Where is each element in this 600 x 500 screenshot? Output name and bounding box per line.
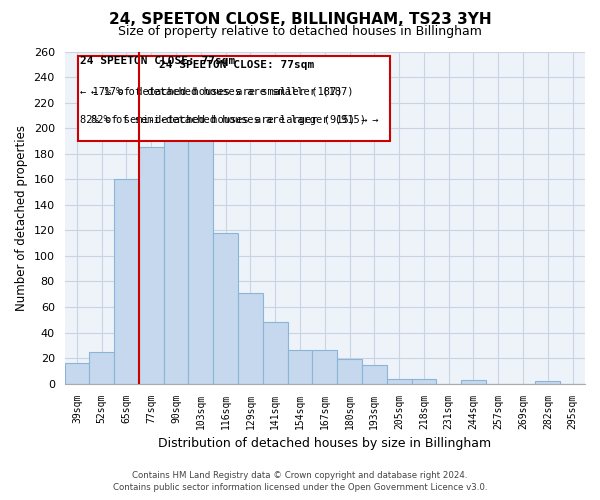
Bar bbox=[263, 322, 287, 384]
Text: 24 SPEETON CLOSE: 77sqm: 24 SPEETON CLOSE: 77sqm bbox=[80, 56, 235, 66]
Bar bbox=[164, 116, 188, 384]
Bar bbox=[139, 148, 164, 384]
Bar bbox=[412, 378, 436, 384]
Text: 82% of semi-detached houses are larger (915) →: 82% of semi-detached houses are larger (… bbox=[91, 114, 378, 124]
FancyBboxPatch shape bbox=[77, 56, 390, 141]
Bar bbox=[337, 360, 362, 384]
Text: 24 SPEETON CLOSE: 77sqm: 24 SPEETON CLOSE: 77sqm bbox=[158, 60, 314, 70]
Bar bbox=[188, 109, 213, 384]
Text: Size of property relative to detached houses in Billingham: Size of property relative to detached ho… bbox=[118, 25, 482, 38]
Text: 82% of semi-detached houses are larger (915) →: 82% of semi-detached houses are larger (… bbox=[80, 114, 368, 124]
Bar bbox=[313, 350, 337, 384]
Bar bbox=[287, 350, 313, 384]
Bar bbox=[65, 364, 89, 384]
Text: Contains HM Land Registry data © Crown copyright and database right 2024.
Contai: Contains HM Land Registry data © Crown c… bbox=[113, 471, 487, 492]
Text: ← 17% of detached houses are smaller (187): ← 17% of detached houses are smaller (18… bbox=[91, 86, 353, 97]
Bar bbox=[387, 378, 412, 384]
Bar bbox=[535, 381, 560, 384]
Text: ← 17% of detached houses are smaller (187): ← 17% of detached houses are smaller (18… bbox=[80, 86, 343, 97]
Bar bbox=[238, 293, 263, 384]
Y-axis label: Number of detached properties: Number of detached properties bbox=[15, 124, 28, 310]
Bar bbox=[362, 364, 387, 384]
Bar bbox=[461, 380, 486, 384]
Bar bbox=[89, 352, 114, 384]
Text: 24, SPEETON CLOSE, BILLINGHAM, TS23 3YH: 24, SPEETON CLOSE, BILLINGHAM, TS23 3YH bbox=[109, 12, 491, 28]
Bar bbox=[213, 233, 238, 384]
X-axis label: Distribution of detached houses by size in Billingham: Distribution of detached houses by size … bbox=[158, 437, 491, 450]
Bar bbox=[114, 180, 139, 384]
